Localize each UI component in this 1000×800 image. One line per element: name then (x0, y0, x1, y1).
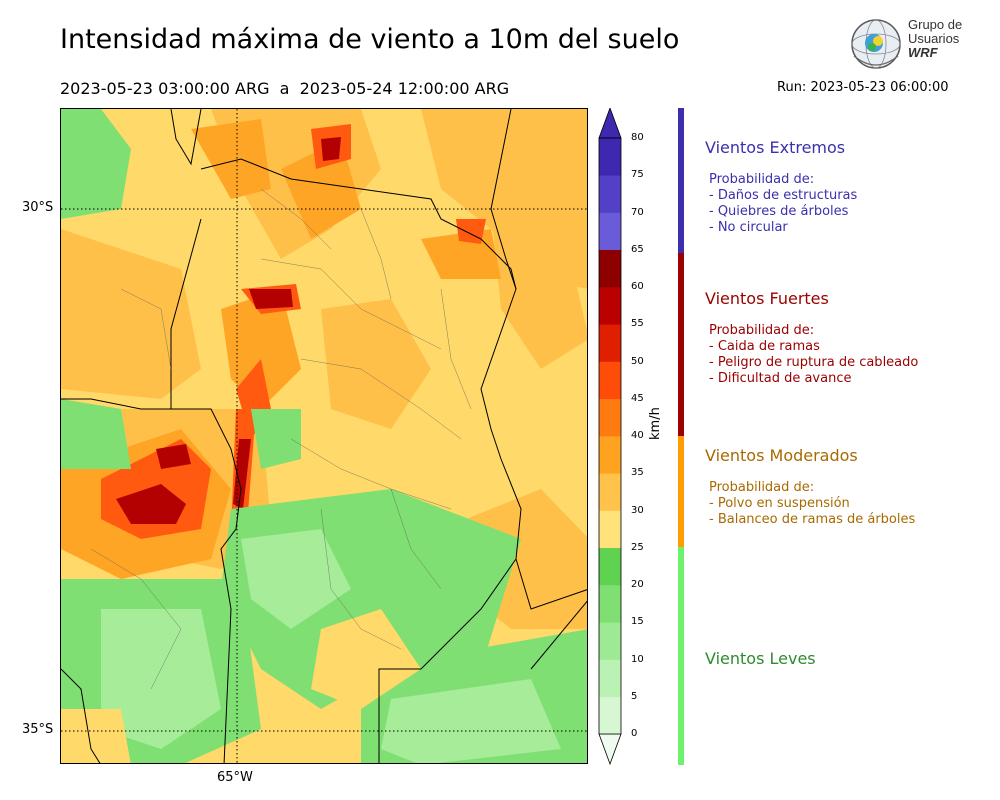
category-strong-title: Vientos Fuertes (705, 289, 829, 308)
moderate-category-bar (678, 436, 684, 547)
forecast-period: 2023-05-23 03:00:00 ARG a 2023-05-24 12:… (60, 79, 510, 98)
logo-line-3: WRF (908, 45, 938, 60)
colorbar-segment (599, 287, 621, 325)
light-category-bar (678, 547, 684, 765)
strong-desc-line: Probabilidad de: (709, 323, 815, 338)
colorbar-segment (599, 510, 621, 549)
wind-intensity-map (60, 108, 588, 764)
extreme-desc-line: - Quiebres de árboles (709, 204, 849, 219)
strong-desc-line: - Dificultad de avance (709, 371, 852, 386)
wind-speed-colorbar (598, 106, 622, 768)
colorbar-tick-label: 80 (631, 132, 644, 143)
colorbar-tick-label: 20 (631, 579, 644, 590)
logo-text: Grupo de Usuarios WRF (908, 18, 962, 60)
colorbar-graphic (598, 106, 622, 766)
colorbar-frame (598, 137, 622, 735)
colorbar-segment (599, 138, 621, 176)
extreme-desc-line: - No circular (709, 220, 788, 235)
colorbar-tick-label: 75 (631, 169, 644, 181)
province-boundaries (61, 109, 587, 763)
map-title: Intensidad máxima de viento a 10m del su… (60, 24, 680, 55)
colorbar-max-extend (598, 106, 622, 139)
moderate-desc-line: Probabilidad de: (709, 480, 815, 495)
map-canvas (61, 109, 587, 763)
colorbar-segment (599, 659, 621, 698)
category-light-title: Vientos Leves (705, 649, 816, 668)
colorbar-segment (599, 696, 621, 735)
lat-label-35s: 35°S (22, 722, 54, 737)
colorbar-tick-label: 5 (631, 690, 638, 702)
colorbar-tick-label: 25 (631, 541, 644, 553)
moderate-desc-line: - Balanceo de ramas de árboles (709, 512, 916, 527)
run-timestamp: Run: 2023-05-23 06:00:00 (777, 80, 949, 95)
category-strong-desc: Probabilidad de: - Caida de ramas - Peli… (709, 323, 918, 387)
extreme-desc-line: - Daños de estructuras (709, 188, 858, 203)
colorbar-tick-label: 50 (631, 355, 644, 367)
strong-desc-line: - Caida de ramas (709, 339, 820, 354)
moderate-desc-line: - Polvo en suspensión (709, 496, 850, 511)
lon-label-65w: 65°W (217, 770, 253, 785)
colorbar-tick-label: 30 (631, 504, 644, 516)
strong-desc-line: - Peligro de ruptura de cableado (709, 355, 919, 370)
colorbar-segment (599, 473, 621, 511)
colorbar-segment (599, 398, 621, 437)
graticule (61, 109, 587, 763)
colorbar-segment (599, 585, 621, 623)
colorbar-tick-label: 60 (631, 281, 644, 292)
colorbar-segment (599, 212, 621, 251)
very-light-wind-zones (101, 529, 561, 763)
colorbar-tick-label: 40 (631, 430, 644, 441)
colorbar-tick-label: 70 (631, 206, 644, 218)
colorbar-segment (599, 622, 621, 660)
category-moderate-title: Vientos Moderados (705, 446, 858, 465)
strong-category-bar (678, 253, 684, 436)
extreme-desc-line: Probabilidad de: (709, 172, 815, 187)
colorbar-segment (599, 175, 621, 213)
category-extreme-desc: Probabilidad de: - Daños de estructuras … (709, 172, 857, 236)
moderate-patches-south (61, 609, 421, 763)
colorbar-segment (599, 249, 621, 288)
colorbar-tick-label: 55 (631, 318, 644, 330)
colorbar-min-extend (598, 733, 622, 766)
logo-line-2: Usuarios (908, 31, 960, 46)
colorbar-segment (599, 324, 621, 362)
very-strong-wind-zones (116, 137, 341, 524)
globe-logo-icon (851, 19, 901, 69)
category-extreme-title: Vientos Extremos (705, 138, 846, 157)
grupo-usuarios-wrf-logo: Grupo de Usuarios WRF (848, 16, 968, 72)
logo-line-1: Grupo de (908, 17, 963, 32)
department-boundaries (90, 188, 472, 690)
colorbar-tick-label: 65 (631, 243, 644, 255)
lat-label-30s: 30°S (22, 200, 54, 215)
colorbar-tick-label: 0 (631, 728, 638, 739)
colorbar-segment (599, 361, 621, 400)
colorbar-tick-label: 15 (631, 616, 644, 628)
colorbar-unit: km/h (648, 407, 663, 440)
colorbar-tick-label: 45 (631, 392, 644, 404)
extreme-category-bar (678, 108, 684, 253)
colorbar-tick-label: 10 (631, 653, 644, 665)
colorbar-segment (599, 436, 621, 474)
category-moderate-desc: Probabilidad de: - Polvo en suspensión -… (709, 480, 915, 528)
colorbar-tick-label: 35 (631, 467, 644, 479)
colorbar-segment (599, 547, 621, 586)
